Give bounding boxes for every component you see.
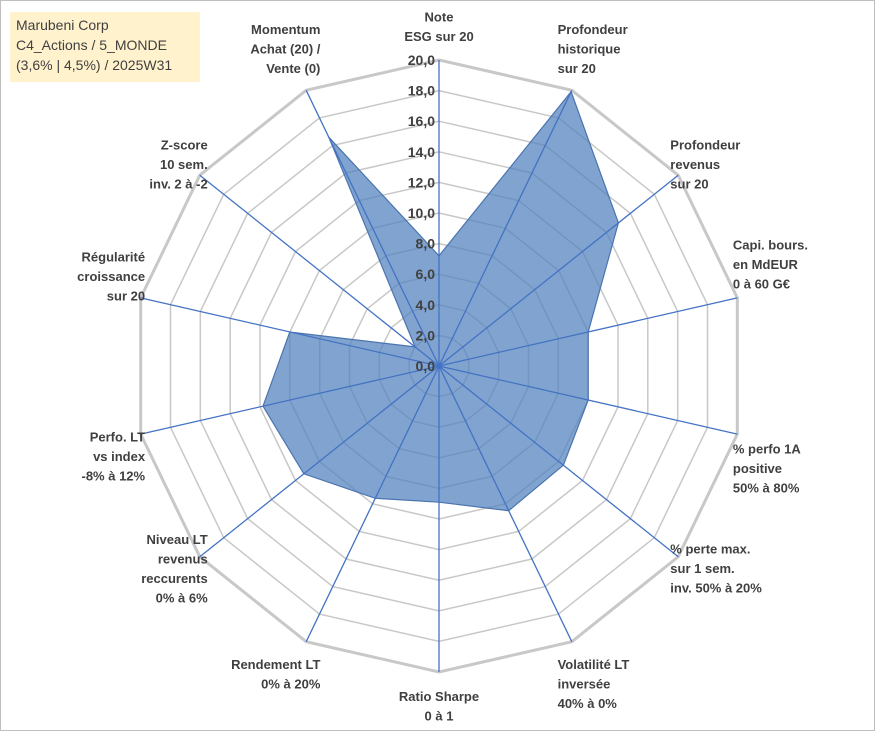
category-label-line: Volatilité LT xyxy=(558,657,630,672)
tick-label: 10,0 xyxy=(408,205,435,221)
category-label-line: Niveau LT xyxy=(147,532,208,547)
category-label-line: vs index xyxy=(93,449,146,464)
tick-label: 16,0 xyxy=(408,113,435,129)
radar-spoke-9 xyxy=(305,365,440,642)
category-label-line: % perte max. xyxy=(670,542,750,557)
radar-spoke-3 xyxy=(438,174,679,367)
category-label-line: Ratio Sharpe xyxy=(399,689,479,704)
category-label-1: Note ESG sur 20 xyxy=(404,10,473,45)
category-label-8: Ratio Sharpe 0 à 1 xyxy=(399,689,479,724)
tick-label: 8,0 xyxy=(416,236,436,252)
tick-label: 4,0 xyxy=(416,297,436,313)
category-label-line: 0 à 60 G€ xyxy=(733,276,790,291)
category-label-line: Capi. bours. xyxy=(733,237,808,252)
category-label-10: Niveau LT revenus reccurents 0% à 6% xyxy=(141,532,208,606)
radar-spoke-2 xyxy=(438,90,573,367)
radar-spoke-12 xyxy=(140,297,440,367)
title-line-1: Marubeni Corp xyxy=(16,17,109,33)
category-label-9: Rendement LT 0% à 20% xyxy=(231,657,321,692)
radar-spoke-4 xyxy=(438,297,738,367)
category-label-line: sur 1 sem. xyxy=(670,561,734,576)
category-label-2: Profondeur historique sur 20 xyxy=(558,22,628,76)
category-label-line: 50% à 80% xyxy=(733,481,800,496)
radar-category-labels: Note ESG sur 20 Profondeur historique sur 20… xyxy=(77,10,808,724)
category-label-line: reccurents xyxy=(141,571,207,586)
category-label-4: Capi. bours. en MdEUR 0 à 60 G€ xyxy=(733,237,808,291)
tick-label: 14,0 xyxy=(408,144,435,160)
category-label-line: 0% à 20% xyxy=(261,676,321,691)
category-label-line: Perfo. LT xyxy=(90,430,145,445)
category-label-line: sur 20 xyxy=(107,288,145,303)
category-label-line: ESG sur 20 xyxy=(404,29,473,44)
title-line-3: (3,6% | 4,5%) / 2025W31 xyxy=(16,57,173,73)
category-label-line: 40% à 0% xyxy=(558,696,618,711)
category-label-line: Rendement LT xyxy=(231,657,320,672)
radar-spoke-10 xyxy=(199,365,440,558)
category-label-line: 0 à 1 xyxy=(425,709,454,724)
radar-tick-labels: 0,0 2,0 4,0 6,0 8,0 10,0 12,0 14,0 16,0 18,0 20,0 xyxy=(408,52,435,374)
chart-title-box: Marubeni Corp C4_Actions / 5_MONDE (3,6%… xyxy=(10,12,200,82)
category-label-line: 10 sem. xyxy=(160,157,208,172)
tick-label: 12,0 xyxy=(408,174,435,190)
category-label-line: historique xyxy=(558,42,621,57)
category-label-line: positive xyxy=(733,461,782,476)
category-label-line: Régularité xyxy=(82,249,146,264)
category-label-line: croissance xyxy=(77,269,145,284)
tick-label: 0,0 xyxy=(416,358,436,374)
category-label-line: sur 20 xyxy=(670,177,708,192)
tick-label: 6,0 xyxy=(416,266,436,282)
category-label-line: % perfo 1A xyxy=(733,442,802,457)
radar-spoke-13 xyxy=(199,174,440,367)
category-label-line: revenus xyxy=(158,551,208,566)
radar-spoke-7 xyxy=(438,365,573,642)
category-label-14: Momentum Achat (20) / Vente (0) xyxy=(250,22,320,76)
category-label-12: Régularité croissance sur 20 xyxy=(77,249,145,303)
title-line-2: C4_Actions / 5_MONDE xyxy=(16,37,167,53)
radar-spoke-6 xyxy=(438,365,679,558)
radar-series xyxy=(262,90,620,512)
category-label-3: Profondeur revenus sur 20 xyxy=(670,138,740,192)
radar-spoke-14 xyxy=(305,90,440,367)
category-label-line: 0% à 6% xyxy=(156,590,208,605)
tick-label: 20,0 xyxy=(408,52,435,68)
category-label-line: Z-score xyxy=(161,138,208,153)
category-label-11: Perfo. LT vs index -8% à 12% xyxy=(82,430,146,484)
category-label-5: % perfo 1A positive 50% à 80% xyxy=(733,442,802,496)
category-label-line: Achat (20) / xyxy=(250,42,320,57)
category-label-line: inversée xyxy=(558,676,611,691)
category-label-line: Vente (0) xyxy=(266,61,320,76)
radar-spoke-5 xyxy=(438,365,738,435)
tick-label: 2,0 xyxy=(416,327,436,343)
category-label-13: Z-score 10 sem. inv. 2 à -2 xyxy=(149,138,207,192)
category-label-line: Profondeur xyxy=(558,22,628,37)
category-label-line: en MdEUR xyxy=(733,257,799,272)
category-label-line: Momentum xyxy=(251,22,320,37)
category-label-line: inv. 50% à 20% xyxy=(670,581,762,596)
category-label-line: inv. 2 à -2 xyxy=(149,177,207,192)
category-label-6: % perte max. sur 1 sem. inv. 50% à 20% xyxy=(670,542,762,596)
category-label-line: -8% à 12% xyxy=(82,469,146,484)
radar-spokes xyxy=(140,60,738,672)
category-label-line: revenus xyxy=(670,157,720,172)
radar-series-area xyxy=(262,90,620,512)
category-label-7: Volatilité LT inversée 40% à 0% xyxy=(558,657,630,711)
category-label-line: Note xyxy=(425,10,454,25)
tick-label: 18,0 xyxy=(408,83,435,99)
category-label-line: Profondeur xyxy=(670,138,740,153)
category-label-line: sur 20 xyxy=(558,61,596,76)
radar-spoke-11 xyxy=(140,365,440,435)
